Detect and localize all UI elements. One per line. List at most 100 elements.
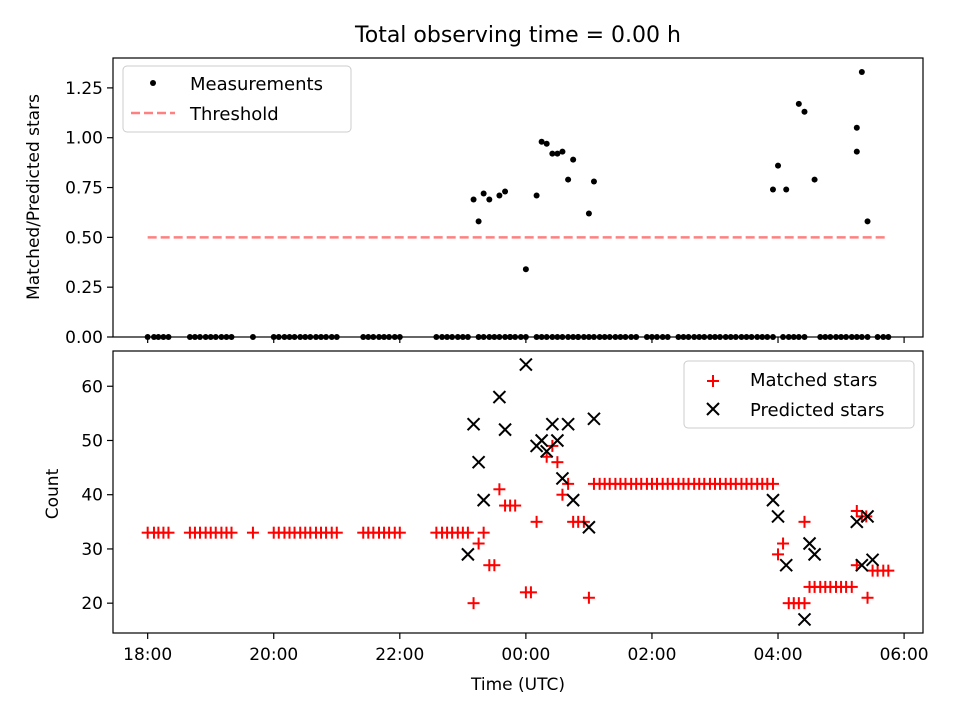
top-ytick-label: 0.00 [65,328,103,348]
top-chart-frame [112,57,924,338]
predicted-point [471,455,486,469]
top-chart-legend: Measurements Threshold [122,65,352,133]
predicted-point [582,520,596,534]
measurement-point [585,210,592,217]
predicted-point [566,493,580,507]
matched-point [530,515,543,528]
measurement-point [470,196,477,203]
bottom-chart: Count Time (UTC) 20 30 40 50 60 18:00 20:00 22:… [43,350,929,695]
measurement-point [533,192,540,199]
predicted-point [807,547,822,562]
predicted-point [797,612,812,627]
predicted-point [492,390,507,404]
measurement-point [486,196,493,203]
predicted-point [802,536,817,551]
bottom-chart-xlabel: Time (UTC) [470,675,565,695]
measurement-point [480,190,487,197]
top-chart-title: Total observing time = 0.00 h [354,23,681,48]
top-chart: Total observing time = 0.00 h Matched/Pr… [24,23,924,348]
predicted-point [771,509,785,524]
predicted-point [855,558,869,572]
matched-point [488,559,501,572]
top-ytick-label: 0.50 [65,228,103,248]
predicted-point [519,357,533,372]
predicted-point [461,547,475,562]
predicted-point [550,433,565,448]
matched-point [477,526,490,539]
bottom-chart-ylabel: Count [43,468,63,519]
legend-matched-label: Matched stars [750,370,877,391]
measurement-point [549,150,556,157]
top-ytick-label: 0.25 [65,278,103,298]
top-ytick-label: 0.75 [65,179,103,199]
matched-point [540,450,553,463]
bottom-xtick-label: 22:00 [375,645,424,665]
predicted-point [561,417,575,431]
measurement-point [522,266,529,273]
measurement-point [496,192,503,199]
measurement-point [559,148,566,155]
predicted-point [539,444,554,459]
measurement-point [801,108,808,115]
matched-point [162,526,175,539]
predicted-point [860,509,875,524]
legend-matched-marker [707,375,719,387]
legend-threshold-label: Threshold [189,104,279,125]
bottom-chart-legend: Matched stars Predicted stars [683,360,915,429]
measurement-point [543,140,550,147]
measurement-point [502,188,509,195]
matched-point [798,597,811,610]
bottom-ytick-label: 50 [81,431,103,451]
predicted-point [865,553,880,567]
matched-point [882,564,895,577]
measurement-point [554,150,561,157]
predicted-point [545,417,560,431]
measurement-point [795,100,802,107]
matched-point [861,591,874,604]
measurement-point [864,218,871,225]
measurement-point [775,162,782,169]
matched-point [850,504,863,517]
bottom-chart-plot-area: 20 30 40 50 60 18:00 20:00 22:00 00:00 02:00 04:00… [81,357,929,665]
measurement-point [853,148,860,155]
top-legend-box [122,65,352,133]
legend-predicted-label: Predicted stars [750,400,884,421]
predicted-point [587,412,601,426]
predicted-point [766,493,780,507]
bottom-ytick-label: 30 [81,540,103,560]
measurement-point [590,178,597,185]
bottom-ytick-label: 20 [81,594,103,614]
matched-point [472,537,485,550]
matched-point [582,591,595,604]
bottom-chart-frame [112,350,924,634]
matched-point [777,537,790,550]
legend-predicted-marker [706,402,720,416]
matched-point [393,526,406,539]
matched-point [766,477,779,490]
bottom-xtick-label: 02:00 [627,645,676,665]
measurement-point [570,156,577,163]
predicted-point [850,515,864,529]
bottom-xtick-label: 20:00 [249,645,298,665]
top-chart-ylabel: Matched/Predicted stars [24,94,44,300]
matched-point [551,456,564,469]
bottom-xtick-label: 06:00 [880,645,929,665]
predicted-point [779,558,793,572]
matched-point [845,580,858,593]
measurement-point [853,124,860,131]
bottom-ytick-label: 40 [81,486,103,506]
legend-measurements-marker [150,80,156,86]
matched-point [509,499,522,512]
bottom-xtick-label: 00:00 [501,645,550,665]
measurement-point [769,186,776,193]
bottom-xtick-label: 18:00 [123,645,172,665]
measurement-point [783,186,790,193]
matched-point [772,548,785,561]
matched-point [461,526,474,539]
matched-point [798,515,811,528]
measurement-point [811,176,818,183]
predicted-point [476,493,491,507]
measurement-point [565,176,572,183]
